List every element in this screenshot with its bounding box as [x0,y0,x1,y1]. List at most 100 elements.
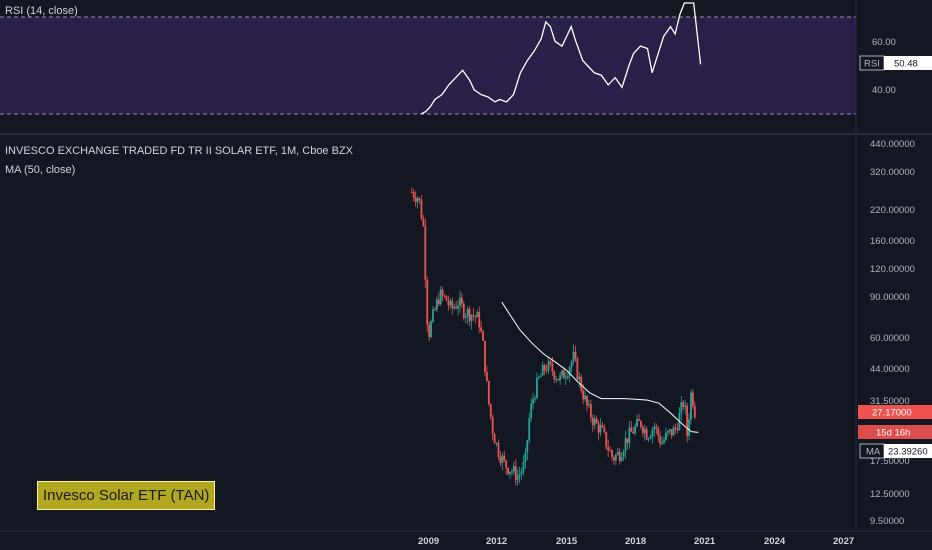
candle-body [474,315,477,318]
time-tick: 2024 [764,536,786,547]
candle-body [693,405,696,418]
time-axis[interactable]: 2009 2012 2015 2018 2021 2024 2027 [418,536,854,547]
candle-body [514,466,517,481]
price-tick: 440.00000 [870,139,915,150]
candle-body [447,300,450,306]
candle-body [672,427,675,436]
candle-body [480,327,483,332]
candle-body [530,403,533,418]
candle-body [576,358,579,380]
candle-body [641,426,644,434]
candle-body [484,340,486,372]
candle-body [501,455,504,463]
candle-body [522,462,525,472]
candle-body [603,427,606,432]
candle-body [453,306,456,309]
candle-body [584,395,586,400]
price-tick: 17.50000 [870,456,910,467]
candle-body [547,361,550,371]
candle-body [640,420,642,427]
candle-body [643,428,646,434]
candle-body [451,300,454,309]
candle-body [616,451,619,455]
ma-line [501,301,699,433]
candle-body [563,370,565,379]
candle-body [512,466,515,472]
candle-body [537,376,540,378]
candle-body [482,331,484,341]
candle-body [651,429,654,437]
candle-body [536,377,538,398]
candle-body [632,431,635,434]
candle-body [424,225,427,280]
candle-body [597,422,600,433]
candle-body [628,427,631,443]
candle-body [599,425,602,433]
rsi-tick: 60.00 [872,37,896,48]
candle-body [489,403,492,418]
candle-body [503,455,506,461]
rsi-band [0,17,856,114]
candle-body [613,457,615,461]
candle-body [691,392,694,406]
candle-body [665,432,667,440]
candle-body [430,321,432,337]
candle-body [588,404,590,406]
candle-body [580,376,583,391]
candle-body [476,312,479,318]
candle-body [622,451,625,457]
candle-body [605,431,608,447]
candle-body [688,419,690,436]
candle-body [439,289,442,305]
candle-body [449,300,452,306]
price-tick: 44.00000 [870,364,910,375]
rsi-value: 50.48 [894,59,918,70]
candle-body [609,450,612,452]
candle-body [601,425,604,428]
candle-body [495,442,498,444]
ma-label: MA (50, close) [5,164,75,176]
rsi-tag-label: RSI [864,59,880,70]
main-title: INVESCO EXCHANGE TRADED FD TR II SOLAR E… [5,145,354,157]
candle-body [666,431,669,433]
candle-body [437,299,440,305]
candle-body [638,419,640,421]
candle-body [676,428,679,431]
ma-value: 23.39260 [888,447,928,458]
candle-body [434,309,436,311]
candle-body [674,427,677,429]
candle-body [551,363,554,372]
candle-body [472,314,475,316]
candle-body [589,404,592,418]
price-tick: 31.50000 [870,396,910,407]
candle-body [534,397,536,400]
rsi-label: RSI (14, close) [5,5,78,17]
time-tick: 2009 [418,536,439,547]
candle-body [445,296,448,301]
candle-body [441,289,444,296]
candle-body [690,392,692,420]
rsi-line [420,2,702,115]
candle-body [435,299,438,310]
candle-body [659,435,662,445]
price-axis[interactable]: 440.00000 320.00000 220.00000 160.00000 … [870,139,915,527]
candle-body [539,375,542,377]
candle-body [582,390,585,400]
candle-body [520,471,523,475]
candle-body [607,446,610,451]
candle-body [657,427,660,436]
candle-body [684,405,687,408]
candle-body [443,295,446,297]
candle-body [653,426,656,430]
candle-body [620,456,623,462]
candle-body [561,370,563,376]
candle-body [526,440,529,453]
candle-body [412,192,415,198]
time-tick: 2012 [486,536,507,547]
candle-body [414,197,417,202]
candle-body [428,324,431,337]
candle-body [516,475,519,481]
candle-body [682,402,685,408]
candle-body [462,303,465,318]
